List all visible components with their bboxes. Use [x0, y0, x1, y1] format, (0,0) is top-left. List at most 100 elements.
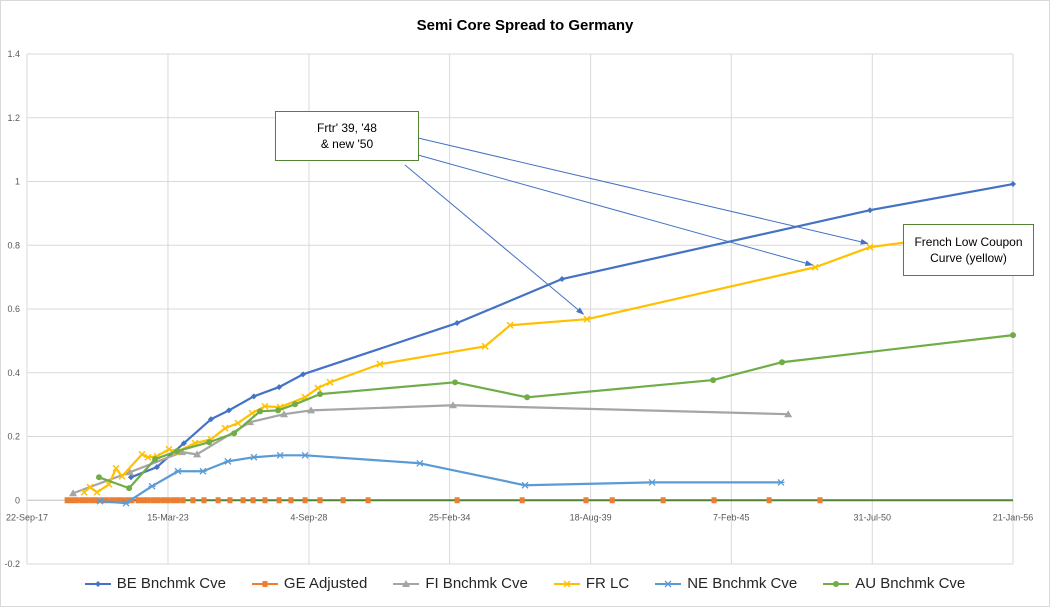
data-point — [648, 478, 656, 486]
data-point — [261, 402, 269, 410]
series-fr-lc — [80, 224, 1017, 496]
legend-item: FR LC — [553, 575, 629, 592]
annotation-frtr: Frtr' 39, '48 & new '50 — [275, 111, 419, 161]
data-point — [215, 497, 221, 504]
legend-marker — [262, 580, 268, 587]
series-line — [130, 182, 1014, 479]
data-point — [583, 497, 589, 504]
series-line — [98, 334, 1014, 490]
data-point — [126, 485, 133, 492]
data-point — [178, 448, 187, 456]
data-point — [609, 497, 615, 504]
y-tick-label: 1.2 — [7, 113, 20, 123]
data-point — [276, 497, 282, 504]
legend-label: AU Bnchmk Cve — [855, 575, 966, 592]
x-tick-label: 21-Jan-56 — [993, 512, 1034, 522]
data-point — [96, 497, 104, 505]
data-point — [866, 243, 874, 251]
data-point — [317, 497, 323, 504]
series-au-bnchmk-cve — [96, 332, 1016, 492]
legend-label: NE Bnchmk Cve — [687, 575, 798, 592]
data-point — [140, 497, 146, 504]
data-point — [94, 497, 100, 504]
data-point — [160, 497, 166, 504]
y-tick-label: -0.2 — [4, 559, 20, 569]
data-point — [257, 408, 264, 415]
legend-marker — [402, 579, 411, 587]
data-point — [104, 497, 110, 504]
legend-swatch-icon — [84, 580, 111, 587]
data-point — [145, 497, 151, 504]
legend-label: FI Bnchmk Cve — [425, 575, 528, 592]
data-point — [138, 450, 146, 458]
legend-label: GE Adjusted — [283, 575, 368, 592]
data-point — [224, 457, 232, 465]
annotation-arrow — [417, 137, 869, 245]
data-point — [69, 497, 75, 504]
legend-item: BE Bnchmk Cve — [84, 575, 226, 592]
data-point — [234, 419, 242, 427]
data-point — [112, 464, 120, 472]
series-be-bnchmk-cve — [127, 181, 1016, 481]
data-point — [206, 439, 213, 446]
data-point — [165, 445, 173, 453]
y-tick-label: 1.4 — [7, 49, 20, 59]
data-point — [1010, 332, 1016, 339]
data-point — [660, 497, 666, 504]
data-point — [1010, 181, 1016, 188]
data-point — [165, 497, 171, 504]
data-point — [301, 451, 309, 459]
data-point — [173, 448, 180, 455]
data-point — [170, 497, 176, 504]
data-point — [84, 497, 90, 504]
data-point — [250, 497, 256, 504]
data-point — [93, 488, 101, 496]
series-ge-adjusted — [64, 497, 823, 504]
annotation-line: French Low Coupon — [914, 235, 1023, 249]
annotation-french-low-coupon: French Low Coupon Curve (yellow) — [903, 224, 1034, 276]
data-point — [416, 459, 424, 467]
data-point — [448, 401, 457, 409]
data-point — [193, 450, 202, 458]
x-tick-label: 7-Feb-45 — [713, 512, 750, 522]
data-point — [340, 497, 346, 504]
legend-marker — [664, 580, 672, 587]
data-point — [778, 359, 785, 366]
data-point — [153, 464, 160, 471]
data-point — [80, 488, 88, 496]
data-point — [314, 384, 322, 392]
legend-marker — [563, 579, 571, 588]
legend-swatch-icon — [823, 580, 850, 587]
legend-marker — [94, 580, 101, 587]
data-point — [275, 407, 282, 414]
data-point — [79, 497, 85, 504]
data-point — [452, 379, 459, 386]
data-point — [302, 497, 308, 504]
data-point — [784, 410, 793, 418]
x-tick-label: 22-Sep-17 — [6, 512, 48, 522]
data-point — [365, 497, 371, 504]
data-point — [174, 467, 182, 475]
data-point — [89, 497, 95, 504]
data-point — [180, 440, 187, 447]
data-point — [817, 497, 823, 504]
y-tick-label: 0.6 — [7, 304, 20, 314]
data-point — [240, 497, 246, 504]
data-point — [221, 424, 229, 432]
data-point — [207, 416, 214, 423]
data-point — [766, 497, 772, 504]
data-point — [64, 497, 70, 504]
data-point — [292, 401, 299, 408]
chart-title: Semi Core Spread to Germany — [416, 17, 634, 34]
data-point — [69, 489, 78, 497]
x-tick-label: 15-Mar-23 — [147, 512, 189, 522]
data-point — [454, 497, 460, 504]
data-point — [326, 378, 334, 386]
data-point — [122, 499, 130, 507]
data-point — [86, 483, 94, 491]
legend-swatch-icon — [251, 580, 278, 587]
data-point — [127, 474, 134, 481]
data-point — [225, 407, 232, 414]
data-point — [74, 497, 80, 504]
data-point — [201, 497, 207, 504]
